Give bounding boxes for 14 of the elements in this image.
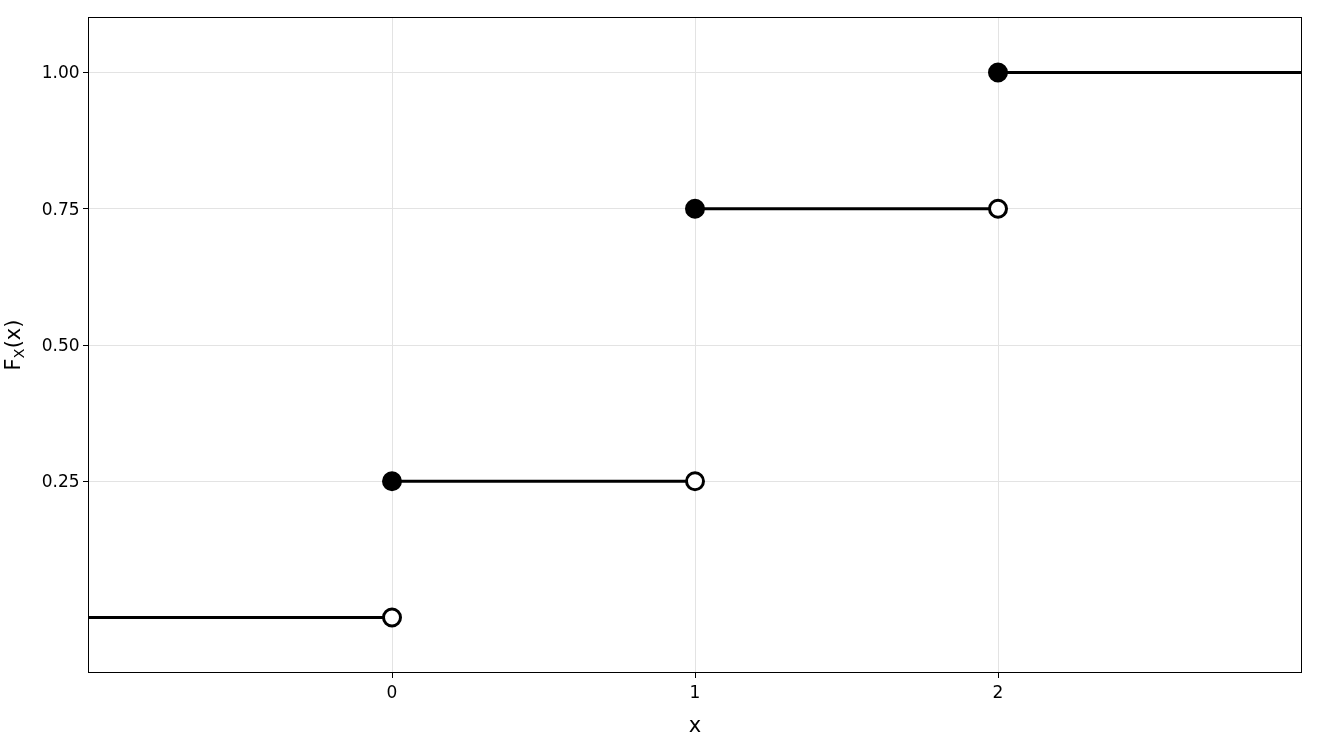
y-tick-label: 0.25 xyxy=(41,471,80,492)
x-tick-label: 1 xyxy=(689,682,701,703)
point xyxy=(988,198,1008,219)
point xyxy=(685,198,705,219)
y-tick-label: 0.75 xyxy=(41,198,80,219)
y-tick-label: 1.00 xyxy=(41,62,80,83)
point xyxy=(988,62,1008,83)
point xyxy=(382,607,402,628)
y-tick-label: 0.50 xyxy=(41,334,80,355)
x-tick-label: 0 xyxy=(386,682,398,703)
point xyxy=(685,471,705,492)
x-axis-title: x xyxy=(688,712,702,737)
x-tick-label: 2 xyxy=(992,682,1004,703)
point xyxy=(382,471,402,492)
